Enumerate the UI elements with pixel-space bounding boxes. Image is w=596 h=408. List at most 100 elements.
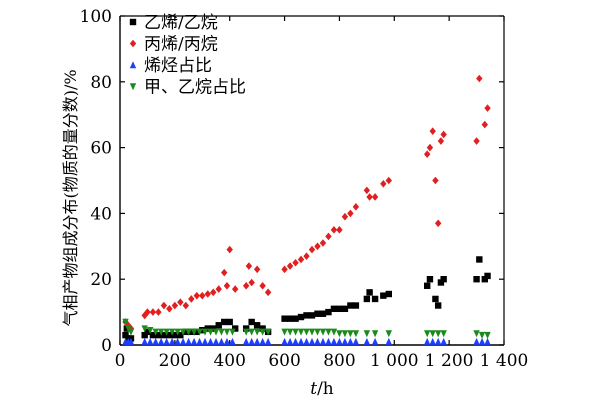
data-point: [292, 328, 299, 336]
data-point: [242, 328, 250, 336]
data-point: [141, 325, 148, 333]
data-point: [303, 312, 310, 319]
data-point: [292, 258, 299, 267]
data-point: [141, 311, 148, 320]
data-point: [440, 276, 447, 283]
x-tick-label: 200: [159, 351, 191, 371]
data-point: [144, 328, 151, 336]
data-point: [152, 337, 159, 345]
data-point: [174, 337, 181, 345]
data-point: [163, 337, 170, 345]
legend-marker: [129, 39, 137, 48]
data-point: [341, 337, 349, 345]
data-point: [193, 328, 200, 336]
data-point: [385, 330, 392, 338]
legend-marker: [129, 61, 137, 69]
data-point: [127, 337, 135, 345]
data-point: [264, 337, 272, 345]
series-1: [122, 256, 491, 342]
data-point: [253, 322, 261, 329]
data-point: [297, 337, 305, 345]
data-point: [160, 301, 168, 310]
data-point: [371, 337, 379, 345]
data-point: [352, 330, 360, 338]
data-point: [363, 337, 371, 345]
data-point: [437, 279, 445, 286]
data-point: [434, 337, 442, 345]
data-point: [434, 330, 442, 338]
series-4: [122, 318, 491, 339]
data-point: [319, 328, 327, 336]
data-point: [303, 328, 310, 336]
data-point: [440, 337, 447, 345]
data-point: [363, 330, 371, 338]
data-point: [308, 328, 316, 336]
y-tick-label: 0: [101, 336, 112, 356]
data-point: [232, 325, 239, 332]
data-point: [429, 337, 436, 345]
data-point: [253, 328, 261, 336]
data-point: [341, 330, 349, 338]
data-point: [248, 278, 255, 287]
data-point: [478, 337, 486, 345]
data-point: [319, 239, 327, 247]
data-point: [481, 276, 488, 283]
data-point: [174, 328, 181, 336]
data-point: [371, 330, 379, 338]
data-point: [155, 308, 162, 316]
data-point: [473, 337, 480, 345]
data-point: [297, 328, 305, 336]
data-point: [432, 176, 439, 185]
data-point: [177, 298, 184, 307]
data-point: [259, 337, 266, 345]
data-point: [303, 252, 310, 260]
data-point: [232, 285, 239, 293]
data-point: [127, 324, 135, 333]
data-point: [146, 337, 154, 345]
data-point: [196, 328, 203, 336]
data-point: [319, 310, 327, 317]
data-point: [385, 290, 392, 298]
data-point: [481, 120, 488, 129]
data-point: [336, 330, 343, 338]
data-point: [152, 328, 159, 336]
data-point: [347, 209, 354, 218]
data-point: [182, 328, 190, 336]
data-point: [371, 193, 379, 201]
y-tick-label: 40: [90, 204, 112, 224]
data-point: [221, 268, 228, 277]
data-point: [177, 331, 184, 339]
legend-marker: [129, 18, 137, 26]
x-tick-label: 400: [213, 351, 245, 371]
data-point: [226, 318, 233, 326]
x-tick-label: 600: [268, 351, 300, 371]
data-point: [476, 256, 483, 263]
x-axis-label: t/h: [310, 379, 334, 399]
data-point: [434, 302, 442, 309]
x-tick-label: 1 000: [370, 351, 419, 371]
data-point: [127, 328, 135, 336]
data-point: [259, 281, 266, 290]
data-point: [188, 295, 195, 303]
data-point: [215, 322, 222, 329]
data-point: [281, 315, 288, 322]
data-point: [484, 104, 491, 112]
data-point: [424, 282, 431, 289]
data-point: [188, 328, 195, 336]
data-point: [179, 328, 187, 336]
data-point: [171, 331, 179, 339]
data-point: [193, 291, 200, 300]
data-point: [352, 337, 360, 345]
data-point: [281, 337, 288, 345]
data-point: [363, 186, 371, 195]
data-point: [426, 143, 434, 152]
data-point: [122, 331, 129, 339]
data-point: [259, 325, 266, 332]
data-point: [242, 325, 250, 332]
data-point: [478, 331, 486, 339]
y-tick-label: 80: [90, 73, 112, 93]
legend-marker: [129, 83, 137, 91]
x-tick-label: 800: [323, 351, 355, 371]
data-point: [160, 331, 168, 339]
